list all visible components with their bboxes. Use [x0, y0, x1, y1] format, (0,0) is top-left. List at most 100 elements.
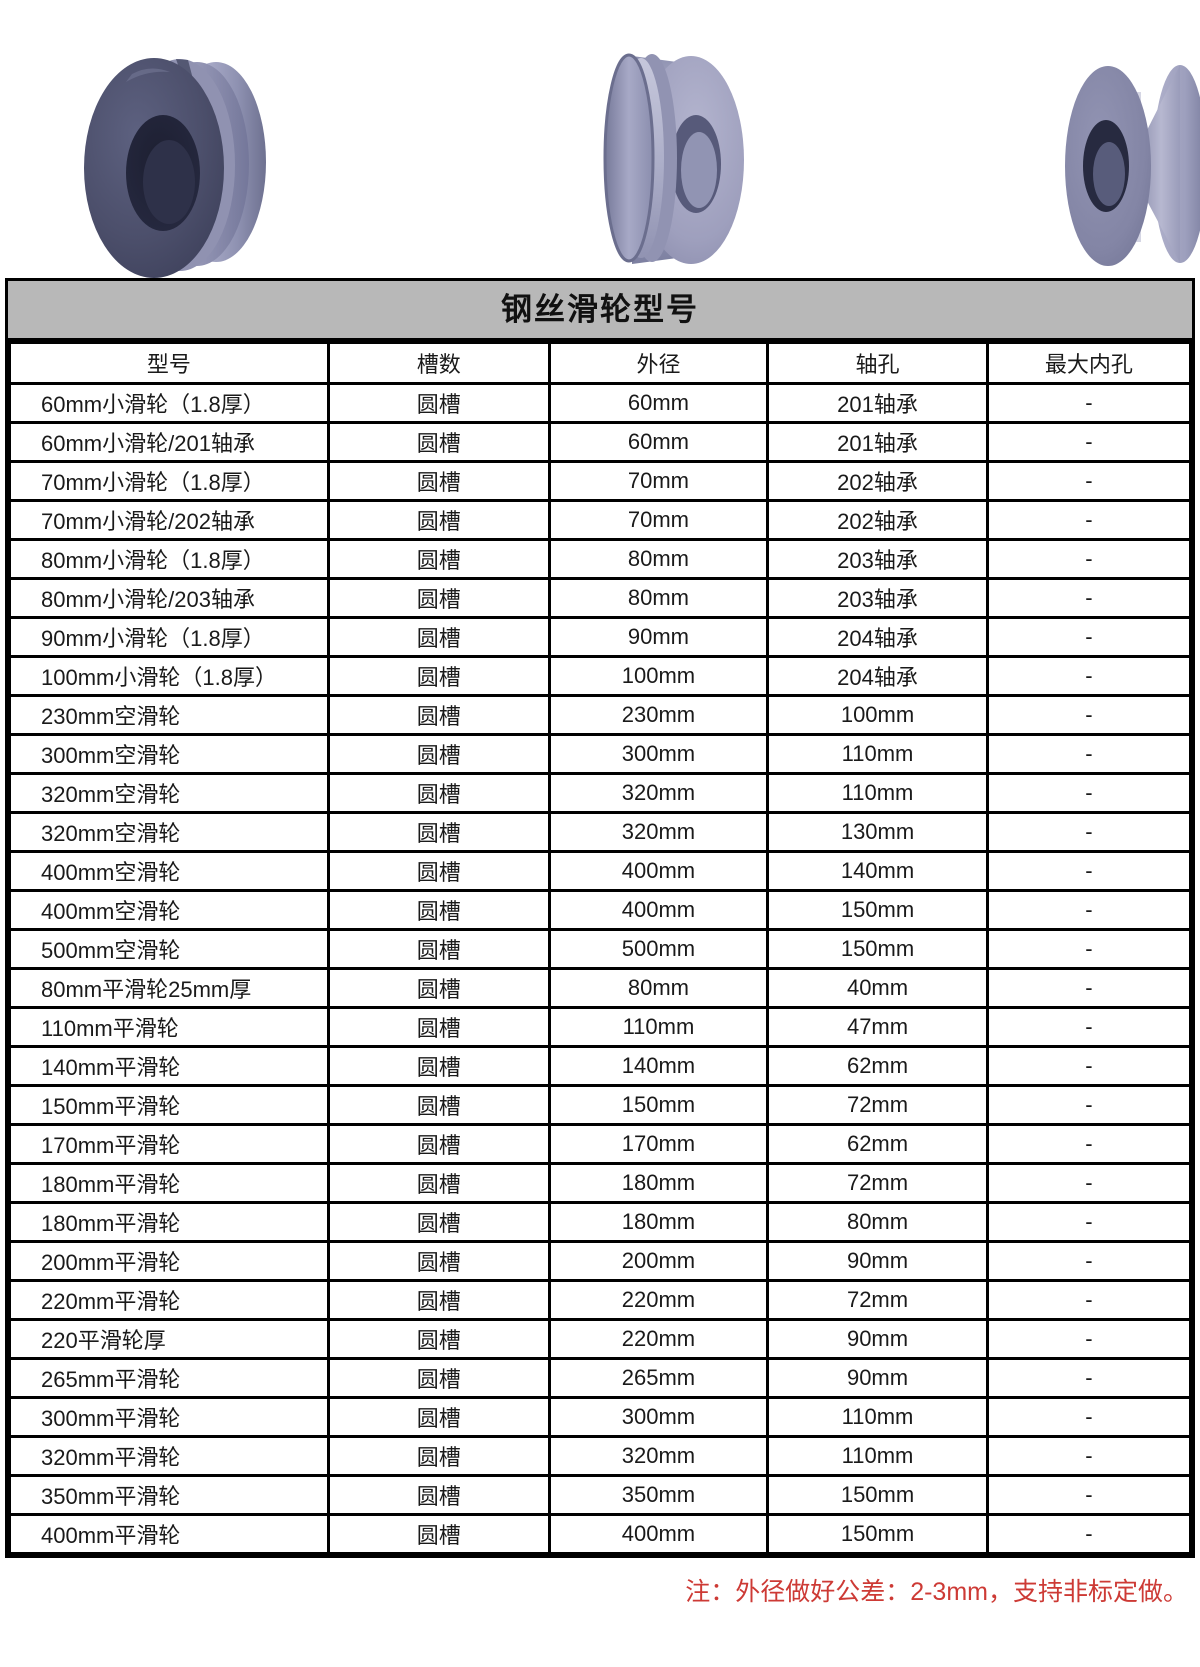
- cell-model: 400mm空滑轮: [8, 889, 330, 931]
- table-row: 500mm空滑轮 圆槽 500mm 150mm -: [8, 928, 1193, 970]
- cell-max-bore: -: [985, 1084, 1193, 1126]
- cell-outer-diameter: 400mm: [547, 850, 770, 892]
- cell-max-bore: -: [985, 1201, 1193, 1243]
- cell-max-bore: -: [985, 1357, 1193, 1399]
- cell-shaft-hole: 130mm: [766, 811, 989, 853]
- cell-model: 200mm平滑轮: [8, 1240, 330, 1282]
- cell-groove-count: 圆槽: [326, 1123, 551, 1165]
- cell-outer-diameter: 230mm: [547, 694, 770, 736]
- cell-model: 400mm空滑轮: [8, 850, 330, 892]
- table-row: 300mm空滑轮 圆槽 300mm 110mm -: [8, 733, 1193, 775]
- table-row: 350mm平滑轮 圆槽 350mm 150mm -: [8, 1474, 1193, 1516]
- cell-max-bore: -: [985, 1006, 1193, 1048]
- table-row: 70mm小滑轮（1.8厚） 圆槽 70mm 202轴承 -: [8, 460, 1193, 502]
- cell-groove-count: 圆槽: [326, 733, 551, 775]
- cell-groove-count: 圆槽: [326, 538, 551, 580]
- cell-model: 80mm小滑轮/203轴承: [8, 577, 330, 619]
- cell-outer-diameter: 300mm: [547, 733, 770, 775]
- cell-outer-diameter: 320mm: [547, 1435, 770, 1477]
- cell-model: 150mm平滑轮: [8, 1084, 330, 1126]
- cell-outer-diameter: 80mm: [547, 577, 770, 619]
- cell-shaft-hole: 72mm: [766, 1162, 989, 1204]
- cell-groove-count: 圆槽: [326, 460, 551, 502]
- pulley-photos-row: [0, 0, 1200, 278]
- cell-shaft-hole: 62mm: [766, 1045, 989, 1087]
- table-row: 170mm平滑轮 圆槽 170mm 62mm -: [8, 1123, 1193, 1165]
- tolerance-note: 注：外径做好公差：2-3mm，支持非标定做。: [685, 1578, 1188, 1606]
- cell-max-bore: -: [985, 382, 1193, 424]
- cell-outer-diameter: 100mm: [547, 655, 770, 697]
- cell-model: 90mm小滑轮（1.8厚）: [8, 616, 330, 658]
- cell-model: 70mm小滑轮（1.8厚）: [8, 460, 330, 502]
- cell-model: 60mm小滑轮（1.8厚）: [8, 382, 330, 424]
- col-header-outer-diameter: 外径: [547, 341, 770, 385]
- cell-shaft-hole: 72mm: [766, 1084, 989, 1126]
- cell-shaft-hole: 201轴承: [766, 421, 989, 463]
- cell-max-bore: -: [985, 538, 1193, 580]
- table-row: 400mm平滑轮 圆槽 400mm 150mm -: [8, 1513, 1193, 1555]
- cell-outer-diameter: 400mm: [547, 889, 770, 931]
- cell-model: 300mm空滑轮: [8, 733, 330, 775]
- cell-outer-diameter: 70mm: [547, 460, 770, 502]
- header-row: 型号 槽数 外径 轴孔 最大内孔: [8, 341, 1193, 385]
- cell-max-bore: -: [985, 499, 1193, 541]
- cell-groove-count: 圆槽: [326, 928, 551, 970]
- table-row: 320mm空滑轮 圆槽 320mm 130mm -: [8, 811, 1193, 853]
- cell-model: 300mm平滑轮: [8, 1396, 330, 1438]
- cell-outer-diameter: 60mm: [547, 421, 770, 463]
- cell-groove-count: 圆槽: [326, 1006, 551, 1048]
- table-row: 320mm平滑轮 圆槽 320mm 110mm -: [8, 1435, 1193, 1477]
- table-row: 400mm空滑轮 圆槽 400mm 140mm -: [8, 850, 1193, 892]
- cell-shaft-hole: 140mm: [766, 850, 989, 892]
- cell-shaft-hole: 47mm: [766, 1006, 989, 1048]
- cell-shaft-hole: 110mm: [766, 733, 989, 775]
- cell-max-bore: -: [985, 889, 1193, 931]
- cell-groove-count: 圆槽: [326, 1396, 551, 1438]
- cell-shaft-hole: 100mm: [766, 694, 989, 736]
- cell-max-bore: -: [985, 1045, 1193, 1087]
- cell-shaft-hole: 150mm: [766, 889, 989, 931]
- cell-groove-count: 圆槽: [326, 421, 551, 463]
- cell-groove-count: 圆槽: [326, 1240, 551, 1282]
- table-row: 220平滑轮厚 圆槽 220mm 90mm -: [8, 1318, 1193, 1360]
- cell-model: 70mm小滑轮/202轴承: [8, 499, 330, 541]
- cell-max-bore: -: [985, 1396, 1193, 1438]
- cell-outer-diameter: 140mm: [547, 1045, 770, 1087]
- cell-outer-diameter: 220mm: [547, 1318, 770, 1360]
- cell-outer-diameter: 400mm: [547, 1513, 770, 1555]
- cell-shaft-hole: 110mm: [766, 1396, 989, 1438]
- cell-max-bore: -: [985, 1240, 1193, 1282]
- cell-outer-diameter: 350mm: [547, 1474, 770, 1516]
- cell-outer-diameter: 90mm: [547, 616, 770, 658]
- cell-model: 320mm空滑轮: [8, 772, 330, 814]
- cell-outer-diameter: 180mm: [547, 1201, 770, 1243]
- cell-max-bore: -: [985, 1279, 1193, 1321]
- cell-max-bore: -: [985, 694, 1193, 736]
- table-row: 80mm平滑轮25mm厚 圆槽 80mm 40mm -: [8, 967, 1193, 1009]
- cell-shaft-hole: 202轴承: [766, 499, 989, 541]
- cell-groove-count: 圆槽: [326, 1357, 551, 1399]
- cell-groove-count: 圆槽: [326, 1201, 551, 1243]
- cell-groove-count: 圆槽: [326, 1084, 551, 1126]
- cell-groove-count: 圆槽: [326, 889, 551, 931]
- cell-shaft-hole: 110mm: [766, 1435, 989, 1477]
- cell-model: 400mm平滑轮: [8, 1513, 330, 1555]
- cell-groove-count: 圆槽: [326, 1474, 551, 1516]
- cell-model: 350mm平滑轮: [8, 1474, 330, 1516]
- table-row: 140mm平滑轮 圆槽 140mm 62mm -: [8, 1045, 1193, 1087]
- cell-outer-diameter: 60mm: [547, 382, 770, 424]
- cell-model: 220mm平滑轮: [8, 1279, 330, 1321]
- cell-max-bore: -: [985, 1513, 1193, 1555]
- cell-shaft-hole: 204轴承: [766, 616, 989, 658]
- cell-shaft-hole: 90mm: [766, 1318, 989, 1360]
- spec-table: 型号 槽数 外径 轴孔 最大内孔 60mm小滑轮（1.8厚） 圆槽 60mm 2…: [8, 341, 1193, 1555]
- table-row: 200mm平滑轮 圆槽 200mm 90mm -: [8, 1240, 1193, 1282]
- table-row: 180mm平滑轮 圆槽 180mm 80mm -: [8, 1201, 1193, 1243]
- cell-model: 100mm小滑轮（1.8厚）: [8, 655, 330, 697]
- cell-model: 180mm平滑轮: [8, 1201, 330, 1243]
- cell-outer-diameter: 70mm: [547, 499, 770, 541]
- cell-shaft-hole: 90mm: [766, 1240, 989, 1282]
- table-row: 90mm小滑轮（1.8厚） 圆槽 90mm 204轴承 -: [8, 616, 1193, 658]
- table-row: 150mm平滑轮 圆槽 150mm 72mm -: [8, 1084, 1193, 1126]
- cell-groove-count: 圆槽: [326, 1279, 551, 1321]
